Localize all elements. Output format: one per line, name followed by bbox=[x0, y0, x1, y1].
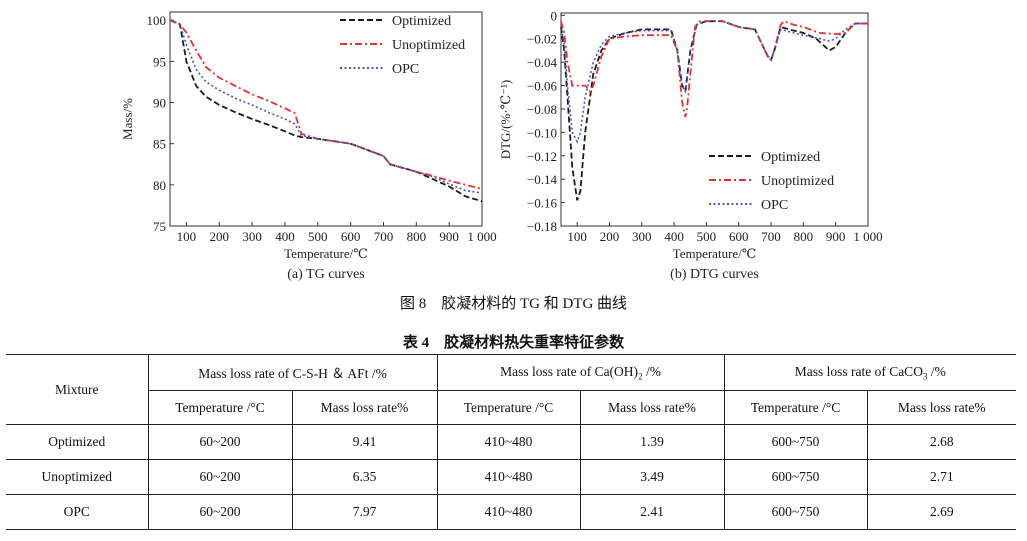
row-label: Optimized bbox=[6, 424, 149, 460]
series-line-opc bbox=[169, 19, 483, 194]
subheader-temperature: Temperature /°C bbox=[723, 390, 868, 425]
y-tick-label: 90 bbox=[153, 96, 166, 111]
table-cell: 2.41 bbox=[579, 494, 725, 530]
row-label: OPC bbox=[6, 494, 149, 530]
x-tick-label: 500 bbox=[697, 229, 717, 244]
y-tick-label: −0.08 bbox=[527, 102, 557, 117]
table-caption: 表 4 胶凝材料热失重率特征参数 bbox=[402, 335, 625, 351]
table-row: OPC 60~200 7.97 410~480 2.41 600~750 2.6… bbox=[6, 494, 1017, 530]
x-tick-label: 500 bbox=[308, 229, 328, 244]
legend-label: OPC bbox=[761, 198, 788, 213]
x-tick-label: 300 bbox=[632, 229, 652, 244]
x-tick-label: 700 bbox=[374, 229, 394, 244]
x-axis-label: Temperature/℃ bbox=[673, 246, 757, 261]
x-tick-label: 400 bbox=[664, 229, 684, 244]
x-tick-label: 1 000 bbox=[853, 229, 882, 244]
header-mixture: Mixture bbox=[6, 354, 149, 425]
x-tick-label: 200 bbox=[210, 229, 230, 244]
table-cell: 410~480 bbox=[436, 494, 581, 530]
table-cell: 410~480 bbox=[436, 424, 581, 460]
x-tick-label: 700 bbox=[761, 229, 781, 244]
y-tick-label: −0.18 bbox=[527, 219, 557, 234]
y-tick-label: −0.16 bbox=[527, 196, 558, 211]
subheader-mass-loss: Mass loss rate% bbox=[579, 390, 725, 425]
series-line-unoptimized bbox=[560, 20, 868, 118]
series-line-opc bbox=[560, 20, 868, 144]
table-cell: 60~200 bbox=[147, 424, 293, 460]
x-tick-label: 800 bbox=[794, 229, 814, 244]
x-tick-label: 200 bbox=[600, 229, 620, 244]
x-tick-label: 1 000 bbox=[467, 229, 496, 244]
legend-label: Optimized bbox=[761, 150, 820, 165]
y-tick-label: 100 bbox=[147, 13, 167, 28]
y-tick-label: 95 bbox=[153, 54, 166, 69]
y-tick-label: −0.14 bbox=[527, 172, 558, 187]
x-tick-label: 100 bbox=[177, 229, 197, 244]
y-axis-label: Mass/% bbox=[120, 98, 135, 140]
tg-chart: 100 200 300 400 500 600 700 800 900 1 000 75 80 85 90… bbox=[120, 11, 497, 282]
table-cell: 2.69 bbox=[866, 494, 1017, 530]
table-cell: 7.97 bbox=[291, 494, 438, 530]
x-tick-label: 900 bbox=[439, 229, 459, 244]
legend-label: Unoptimized bbox=[761, 174, 834, 189]
table-cell: 2.71 bbox=[866, 459, 1017, 495]
x-tick-label: 100 bbox=[567, 229, 587, 244]
subheader-mass-loss: Mass loss rate% bbox=[866, 390, 1017, 425]
y-tick-label: −0.12 bbox=[527, 149, 557, 164]
x-tick-label: 600 bbox=[729, 229, 749, 244]
table-cell: 60~200 bbox=[147, 459, 293, 495]
table-cell: 600~750 bbox=[723, 424, 868, 460]
chart-subtitle: (a) TG curves bbox=[287, 267, 365, 282]
chart-subtitle: (b) DTG curves bbox=[670, 267, 759, 282]
header-group-caoh2: Mass loss rate of Ca(OH)2 /% bbox=[436, 354, 725, 391]
y-tick-label: −0.04 bbox=[527, 55, 558, 70]
table-cell: 2.68 bbox=[866, 424, 1017, 460]
y-axis-label: DTG/(%·℃⁻¹) bbox=[498, 80, 513, 159]
table-cell: 600~750 bbox=[723, 459, 868, 495]
x-axis-label: Temperature/℃ bbox=[284, 246, 368, 261]
y-tick-label: −0.06 bbox=[527, 79, 558, 94]
table-cell: 3.49 bbox=[579, 459, 725, 495]
y-tick-label: 80 bbox=[153, 178, 166, 193]
y-tick-label: −0.10 bbox=[527, 125, 557, 140]
y-tick-label: −0.02 bbox=[527, 32, 557, 47]
subheader-mass-loss: Mass loss rate% bbox=[291, 390, 438, 425]
x-tick-label: 600 bbox=[341, 229, 361, 244]
row-label: Unoptimized bbox=[6, 459, 149, 495]
table-cell: 6.35 bbox=[291, 459, 438, 495]
dtg-chart: 100 200 300 400 500 600 700 800 900 1 000 0 −0.02 −0… bbox=[498, 8, 883, 282]
x-tick-label: 900 bbox=[826, 229, 846, 244]
y-tick-label: 0 bbox=[551, 8, 558, 23]
table-cell: 600~750 bbox=[723, 494, 868, 530]
table-cell: 1.39 bbox=[579, 424, 725, 460]
header-group-caco3: Mass loss rate of CaCO3 /% bbox=[723, 354, 1017, 391]
header-group-csh-aft: Mass loss rate of C-S-H ＆ AFt /% bbox=[147, 354, 438, 391]
table-row: Optimized 60~200 9.41 410~480 1.39 600~7… bbox=[6, 424, 1017, 460]
mass-loss-table: Mixture Mass loss rate of C-S-H ＆ AFt /%… bbox=[6, 354, 1017, 530]
y-tick-label: 75 bbox=[153, 219, 166, 234]
legend-label: Optimized bbox=[392, 14, 451, 29]
table-cell: 410~480 bbox=[436, 459, 581, 495]
plot-frame bbox=[169, 11, 483, 227]
plot-frame bbox=[560, 12, 869, 227]
table-cell: 60~200 bbox=[147, 494, 293, 530]
figure-caption: 图 8 胶凝材料的 TG 和 DTG 曲线 bbox=[399, 296, 628, 312]
legend-label: Unoptimized bbox=[392, 38, 465, 53]
x-tick-label: 800 bbox=[407, 229, 427, 244]
legend-label: OPC bbox=[392, 62, 419, 77]
subheader-temperature: Temperature /°C bbox=[436, 390, 581, 425]
x-tick-label: 300 bbox=[242, 229, 262, 244]
y-tick-label: 85 bbox=[153, 137, 166, 152]
series-line-optimized bbox=[169, 19, 483, 203]
table-row: Unoptimized 60~200 6.35 410~480 3.49 600… bbox=[6, 459, 1017, 495]
table-cell: 9.41 bbox=[291, 424, 438, 460]
x-tick-label: 400 bbox=[275, 229, 295, 244]
subheader-temperature: Temperature /°C bbox=[147, 390, 293, 425]
